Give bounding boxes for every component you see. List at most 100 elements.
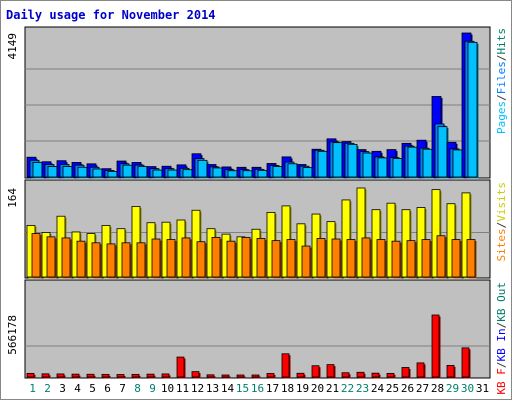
bar-hits-day-7 — [122, 164, 133, 178]
bar-sites-day-28 — [436, 235, 446, 278]
bar-hits-day-17 — [272, 166, 283, 178]
x-label-day-20: 20 — [311, 382, 324, 395]
bar-hits-day-11 — [182, 169, 193, 178]
x-label-day-24: 24 — [371, 382, 385, 395]
bar-sites-day-1 — [31, 233, 41, 278]
bar-hits-day-22 — [347, 143, 358, 178]
x-label-day-8: 8 — [134, 382, 141, 395]
x-label-day-10: 10 — [161, 382, 174, 395]
bar-kbytes-f-day-11 — [176, 356, 185, 378]
bar-sites-day-22 — [346, 239, 356, 278]
legend-item-: / — [495, 94, 508, 101]
bar-kbytes-f-day-28 — [431, 314, 440, 378]
bar-shadow — [223, 376, 231, 379]
bar-hits-day-1 — [32, 162, 43, 178]
x-label-day-11: 11 — [176, 382, 189, 395]
x-label-day-29: 29 — [446, 382, 459, 395]
bar-kbytes-f-day-1 — [26, 372, 35, 378]
x-label-day-19: 19 — [296, 382, 309, 395]
bar-hits-day-3 — [62, 166, 73, 178]
bar-hits-day-24 — [377, 157, 388, 178]
bar-sites-day-21 — [331, 238, 341, 278]
bar-sites-day-19 — [301, 245, 311, 278]
bar-hits-day-10 — [167, 169, 178, 178]
bar-sites-day-2 — [46, 236, 56, 278]
bar-sites-day-6 — [106, 243, 116, 278]
bar-shadow — [253, 376, 261, 379]
bar-hits-day-12 — [197, 159, 208, 178]
bar-hits-day-20 — [317, 150, 328, 178]
bar-kbytes-f-day-8 — [131, 373, 140, 378]
bar-hits-day-23 — [362, 152, 373, 178]
bar-sites-day-27 — [421, 239, 431, 278]
bar-kbytes-f-day-23 — [356, 371, 365, 378]
bar-hits-day-27 — [422, 148, 433, 178]
x-label-day-17: 17 — [266, 382, 279, 395]
bar-visits-day-8 — [131, 206, 141, 278]
bar-kbytes-f-day-19 — [296, 372, 305, 378]
bar-kbytes-f-day-29 — [446, 364, 455, 378]
bar-sites-day-24 — [376, 239, 386, 278]
x-label-day-31: 31 — [476, 382, 489, 395]
bar-kbytes-f-day-22 — [341, 372, 350, 378]
x-label-day-1: 1 — [29, 382, 36, 395]
x-label-day-5: 5 — [89, 382, 96, 395]
bar-kbytes-f-day-30 — [461, 347, 470, 378]
bar-sites-day-12 — [196, 241, 206, 278]
bar-hits-day-6 — [107, 171, 118, 178]
bar-visits-day-28 — [431, 189, 441, 278]
x-label-day-9: 9 — [149, 382, 156, 395]
bar-sites-day-5 — [91, 242, 101, 278]
bar-hits-day-29 — [452, 149, 463, 178]
bar-kbytes-f-day-4 — [71, 373, 80, 378]
x-label-day-4: 4 — [74, 382, 81, 395]
bar-hits-day-28 — [437, 126, 448, 178]
bar-kbytes-f-day-21 — [326, 364, 335, 378]
bar-sites-day-30 — [466, 239, 476, 278]
bar-sites-day-13 — [211, 236, 221, 278]
legend-item-sites: Sites — [495, 228, 508, 261]
bar-hits-day-30 — [467, 41, 478, 178]
bar-hits-day-14 — [227, 170, 238, 178]
x-label-day-2: 2 — [44, 382, 51, 395]
bar-hits-day-13 — [212, 167, 223, 178]
chart-panels: 4149Pages/Files/Hits164Sites/Visits56617… — [6, 26, 508, 395]
legend-item-: / — [495, 222, 508, 229]
bar-sites-day-14 — [226, 240, 236, 278]
bar-hits-day-8 — [137, 166, 148, 178]
bar-kbytes-f-day-25 — [386, 372, 395, 378]
bar-sites-day-7 — [121, 242, 131, 278]
x-label-day-25: 25 — [386, 382, 399, 395]
x-label-day-18: 18 — [281, 382, 294, 395]
legend-item-: / — [495, 362, 508, 369]
bar-kbytes-f-day-17 — [266, 373, 275, 378]
bar-kbytes-f-day-6 — [101, 373, 110, 378]
bar-hits-day-5 — [92, 168, 103, 178]
plot-area-bot — [24, 279, 491, 379]
chart-title: Daily usage for November 2014 — [6, 8, 216, 22]
bar-shadow — [238, 376, 246, 379]
bar-kbytes-f-day-24 — [371, 372, 380, 378]
bar-sites-day-11 — [181, 237, 191, 278]
bar-hits-day-19 — [302, 167, 313, 178]
legend-item-files: Files — [495, 61, 508, 94]
y-max-label-bot: 566178 — [6, 315, 19, 355]
bar-kbytes-f-day-27 — [416, 362, 425, 378]
bar-kbytes-f-day-16 — [251, 374, 260, 378]
x-label-day-7: 7 — [119, 382, 126, 395]
x-label-day-15: 15 — [236, 382, 249, 395]
bar-kbytes-f-day-2 — [41, 373, 50, 378]
x-label-day-23: 23 — [356, 382, 369, 395]
bar-shadow — [208, 376, 216, 379]
legend-item-visits: Visits — [495, 182, 508, 222]
legend-mid: Sites/Visits — [495, 182, 508, 262]
bar-kbytes-f-day-26 — [401, 367, 410, 378]
bar-sites-day-26 — [406, 240, 416, 278]
x-label-day-3: 3 — [59, 382, 66, 395]
legend-item-: / — [495, 55, 508, 62]
y-max-label-top: 4149 — [6, 33, 19, 60]
bar-kbytes-f-day-13 — [206, 374, 215, 378]
x-label-day-26: 26 — [401, 382, 414, 395]
